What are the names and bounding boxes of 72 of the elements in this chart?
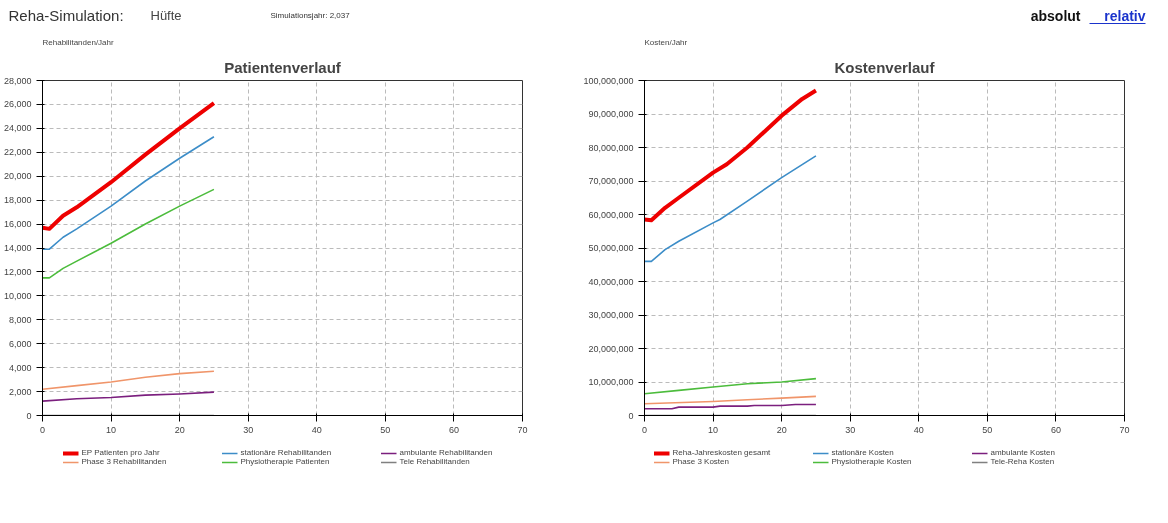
x-tick-label: 50 bbox=[380, 424, 391, 435]
line-series bbox=[42, 101, 216, 231]
chart-title: Kostenverlauf bbox=[834, 58, 936, 76]
y-tick-label: 10,000 bbox=[3, 290, 32, 301]
y-tick-label: 90,000,000 bbox=[588, 109, 634, 119]
y-tick-label: 18,000 bbox=[3, 195, 32, 206]
y-tick-label: 0 bbox=[26, 410, 32, 421]
y-tick-label: 10,000,000 bbox=[588, 377, 634, 387]
legend-label: Tele Rehabilitanden bbox=[399, 457, 471, 466]
text: Simulationsjahr: 2,037 bbox=[270, 11, 351, 20]
chart-title: Patientenverlauf bbox=[224, 58, 342, 76]
y-tick-label: 4,000 bbox=[8, 362, 32, 373]
x-tick-label: 0 bbox=[642, 424, 648, 435]
x-tick-label: 40 bbox=[913, 424, 924, 435]
legend-label: ambulante Rehabilitanden bbox=[399, 448, 494, 457]
y-tick-label: 22,000 bbox=[3, 147, 32, 158]
y-tick-label: 12,000 bbox=[3, 266, 32, 277]
x-tick-label: 40 bbox=[311, 424, 322, 435]
line-series bbox=[644, 155, 817, 263]
y-tick-label: 40,000,000 bbox=[588, 276, 634, 287]
x-tick-label: 60 bbox=[1050, 424, 1061, 435]
x-tick-label: 30 bbox=[243, 424, 254, 435]
x-tick-label: 10 bbox=[708, 424, 719, 435]
y-tick-label: 20,000 bbox=[3, 171, 32, 182]
legend-label: Tele-Reha Kosten bbox=[990, 457, 1056, 466]
line-series bbox=[42, 370, 215, 390]
y-tick-label: 24,000 bbox=[3, 123, 32, 134]
y-tick-label: 0 bbox=[628, 410, 634, 421]
x-tick-label: 20 bbox=[174, 424, 185, 435]
y-tick-label: 20,000,000 bbox=[588, 343, 634, 354]
line-series bbox=[644, 395, 817, 405]
x-tick-label: 30 bbox=[845, 424, 856, 435]
y-tick-label: 80,000,000 bbox=[588, 142, 634, 153]
line-series bbox=[42, 135, 215, 250]
x-tick-label: 50 bbox=[982, 424, 993, 435]
y-tick-label: 70,000,000 bbox=[588, 176, 634, 186]
y-tick-label: 14,000 bbox=[3, 243, 32, 253]
x-tick-label: 70 bbox=[517, 424, 528, 435]
y-tick-label: 26,000 bbox=[3, 99, 32, 110]
y-tick-label: 2,000 bbox=[8, 386, 32, 397]
y-axis-title: Rehabilitanden/Jahr bbox=[42, 37, 114, 47]
line-series bbox=[644, 88, 818, 223]
y-tick-label: 8,000 bbox=[8, 314, 32, 325]
y-tick-label: 50,000,000 bbox=[588, 243, 634, 253]
y-tick-label: 28,000 bbox=[3, 75, 32, 86]
text: absolut bbox=[1030, 7, 1081, 24]
text: Reha-Simulation: bbox=[8, 7, 124, 24]
line-series bbox=[644, 377, 817, 395]
y-axis-title: Kosten/Jahr bbox=[644, 37, 688, 47]
line-series bbox=[42, 391, 215, 402]
legend-label: Physiotherapie Kosten bbox=[831, 457, 913, 466]
legend-label: Phase 3 Rehabilitanden bbox=[81, 457, 168, 466]
legend-label: stationäre Rehabilitanden bbox=[240, 448, 333, 457]
legend-label: ambulante Kosten bbox=[990, 448, 1056, 457]
legend-label: Phase 3 Kosten bbox=[672, 457, 730, 466]
y-tick-label: 30,000,000 bbox=[588, 310, 634, 320]
x-tick-label: 0 bbox=[40, 424, 46, 435]
legend-label: stationäre Kosten bbox=[831, 448, 895, 457]
y-tick-label: 16,000 bbox=[3, 219, 32, 230]
text: relativ bbox=[1104, 7, 1146, 24]
legend-label: Physiotherapie Patienten bbox=[240, 457, 331, 466]
x-tick-label: 60 bbox=[448, 424, 459, 435]
text: Hüfte bbox=[150, 8, 182, 23]
legend-label: Reha-Jahreskosten gesamt bbox=[672, 448, 772, 457]
y-tick-label: 100,000,000 bbox=[583, 75, 634, 86]
y-tick-label: 60,000,000 bbox=[588, 209, 634, 220]
y-tick-label: 6,000 bbox=[8, 338, 32, 349]
line-series bbox=[42, 188, 215, 279]
x-tick-label: 10 bbox=[106, 424, 117, 435]
x-tick-label: 20 bbox=[776, 424, 787, 435]
x-tick-label: 70 bbox=[1119, 424, 1130, 435]
legend-label: EP Patienten pro Jahr bbox=[81, 448, 161, 457]
